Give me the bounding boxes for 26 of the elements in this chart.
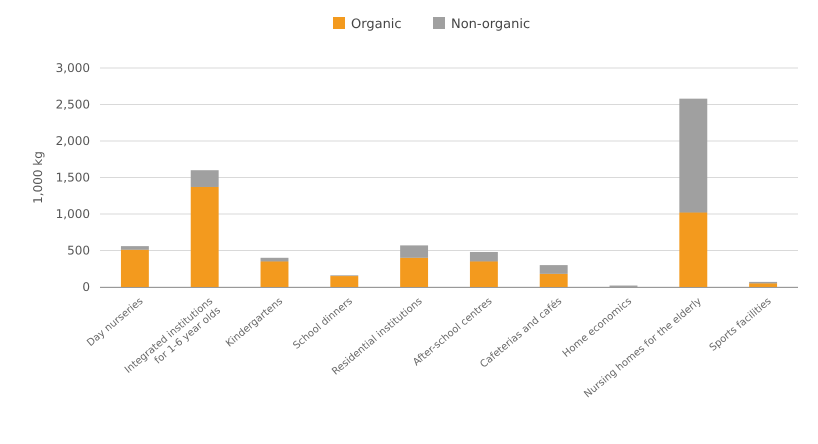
bar — [190, 170, 219, 187]
bar — [120, 250, 149, 287]
bar — [470, 252, 498, 262]
y-tick-label: 2,500 — [56, 98, 90, 112]
y-tick-label: 2,000 — [56, 134, 90, 148]
bar — [679, 212, 708, 287]
bar — [330, 276, 358, 287]
y-tick-label: 0 — [82, 280, 90, 294]
y-tick-label: 1,500 — [56, 170, 90, 185]
y-tick-label: 3,000 — [56, 61, 90, 76]
y-axis-title: 1,000 kg — [31, 151, 45, 204]
legend-label: Organic — [351, 17, 402, 32]
bar — [540, 274, 568, 287]
bar — [749, 283, 778, 287]
y-tick-label: 1,000 — [56, 207, 90, 222]
bar — [120, 246, 149, 250]
bar — [400, 245, 428, 258]
legend-label: Non-organic — [451, 17, 530, 32]
y-tick-label: 500 — [67, 244, 90, 258]
bar — [679, 98, 708, 213]
bar — [260, 258, 288, 262]
bar — [190, 186, 219, 287]
bar — [540, 265, 568, 274]
bar — [470, 261, 498, 287]
bar — [260, 261, 288, 287]
bar — [400, 258, 428, 287]
